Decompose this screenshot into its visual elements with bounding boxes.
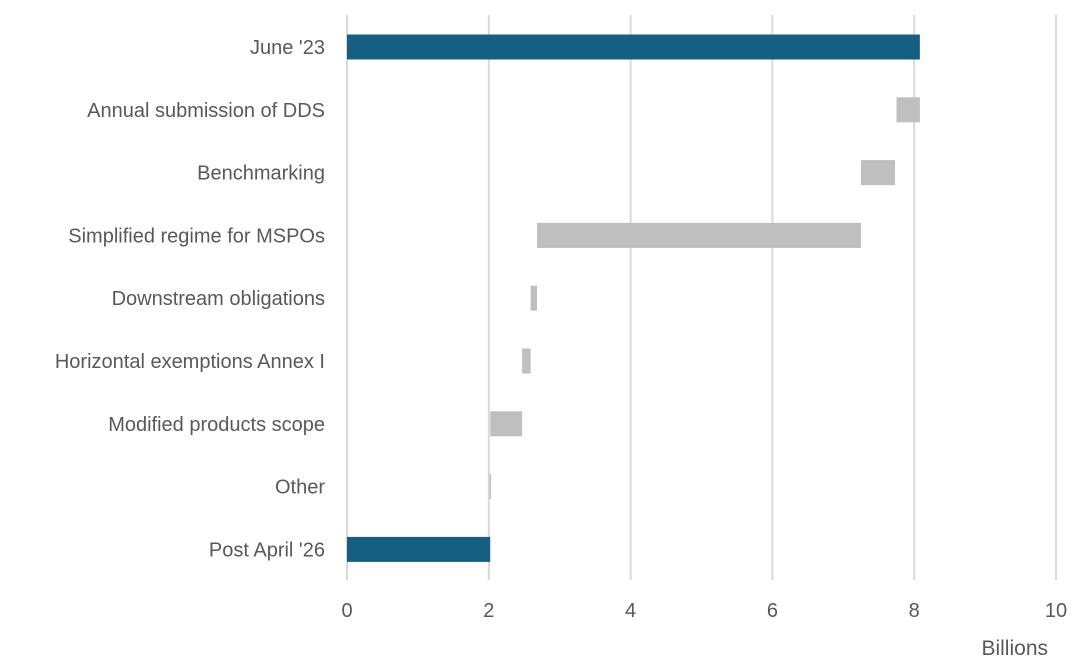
bar-6 — [490, 411, 523, 437]
category-label: Annual submission of DDS — [87, 100, 325, 122]
category-label: Modified products scope — [108, 414, 325, 436]
x-tick-label: 0 — [341, 600, 352, 622]
gridlines — [346, 15, 1057, 580]
x-tick-label: 6 — [767, 600, 778, 622]
bars — [347, 34, 920, 562]
bar-2 — [861, 160, 896, 186]
category-label: Other — [275, 477, 325, 499]
bar-5 — [522, 348, 531, 374]
category-label: Simplified regime for MSPOs — [68, 225, 325, 247]
category-label: Downstream obligations — [112, 288, 325, 310]
x-tick-labels: 0 2 4 6 8 10 — [341, 600, 1067, 622]
category-label: Horizontal exemptions Annex I — [55, 351, 325, 373]
x-tick-label: 2 — [483, 600, 494, 622]
x-axis-unit-label: Billions — [981, 637, 1048, 657]
bar-3 — [537, 222, 862, 248]
bar-7 — [489, 474, 491, 500]
x-tick-label: 4 — [625, 600, 636, 622]
x-tick-label: 8 — [909, 600, 920, 622]
category-label: Benchmarking — [197, 163, 325, 185]
category-labels: June '23 Annual submission of DDS Benchmar… — [55, 37, 325, 561]
category-label: June '23 — [250, 37, 325, 59]
bar-0 — [347, 34, 920, 60]
x-tick-label: 10 — [1045, 600, 1067, 622]
category-label: Post April '26 — [209, 539, 325, 561]
bar-1 — [896, 97, 920, 123]
bar-4 — [530, 285, 538, 311]
bar-8 — [347, 536, 491, 562]
